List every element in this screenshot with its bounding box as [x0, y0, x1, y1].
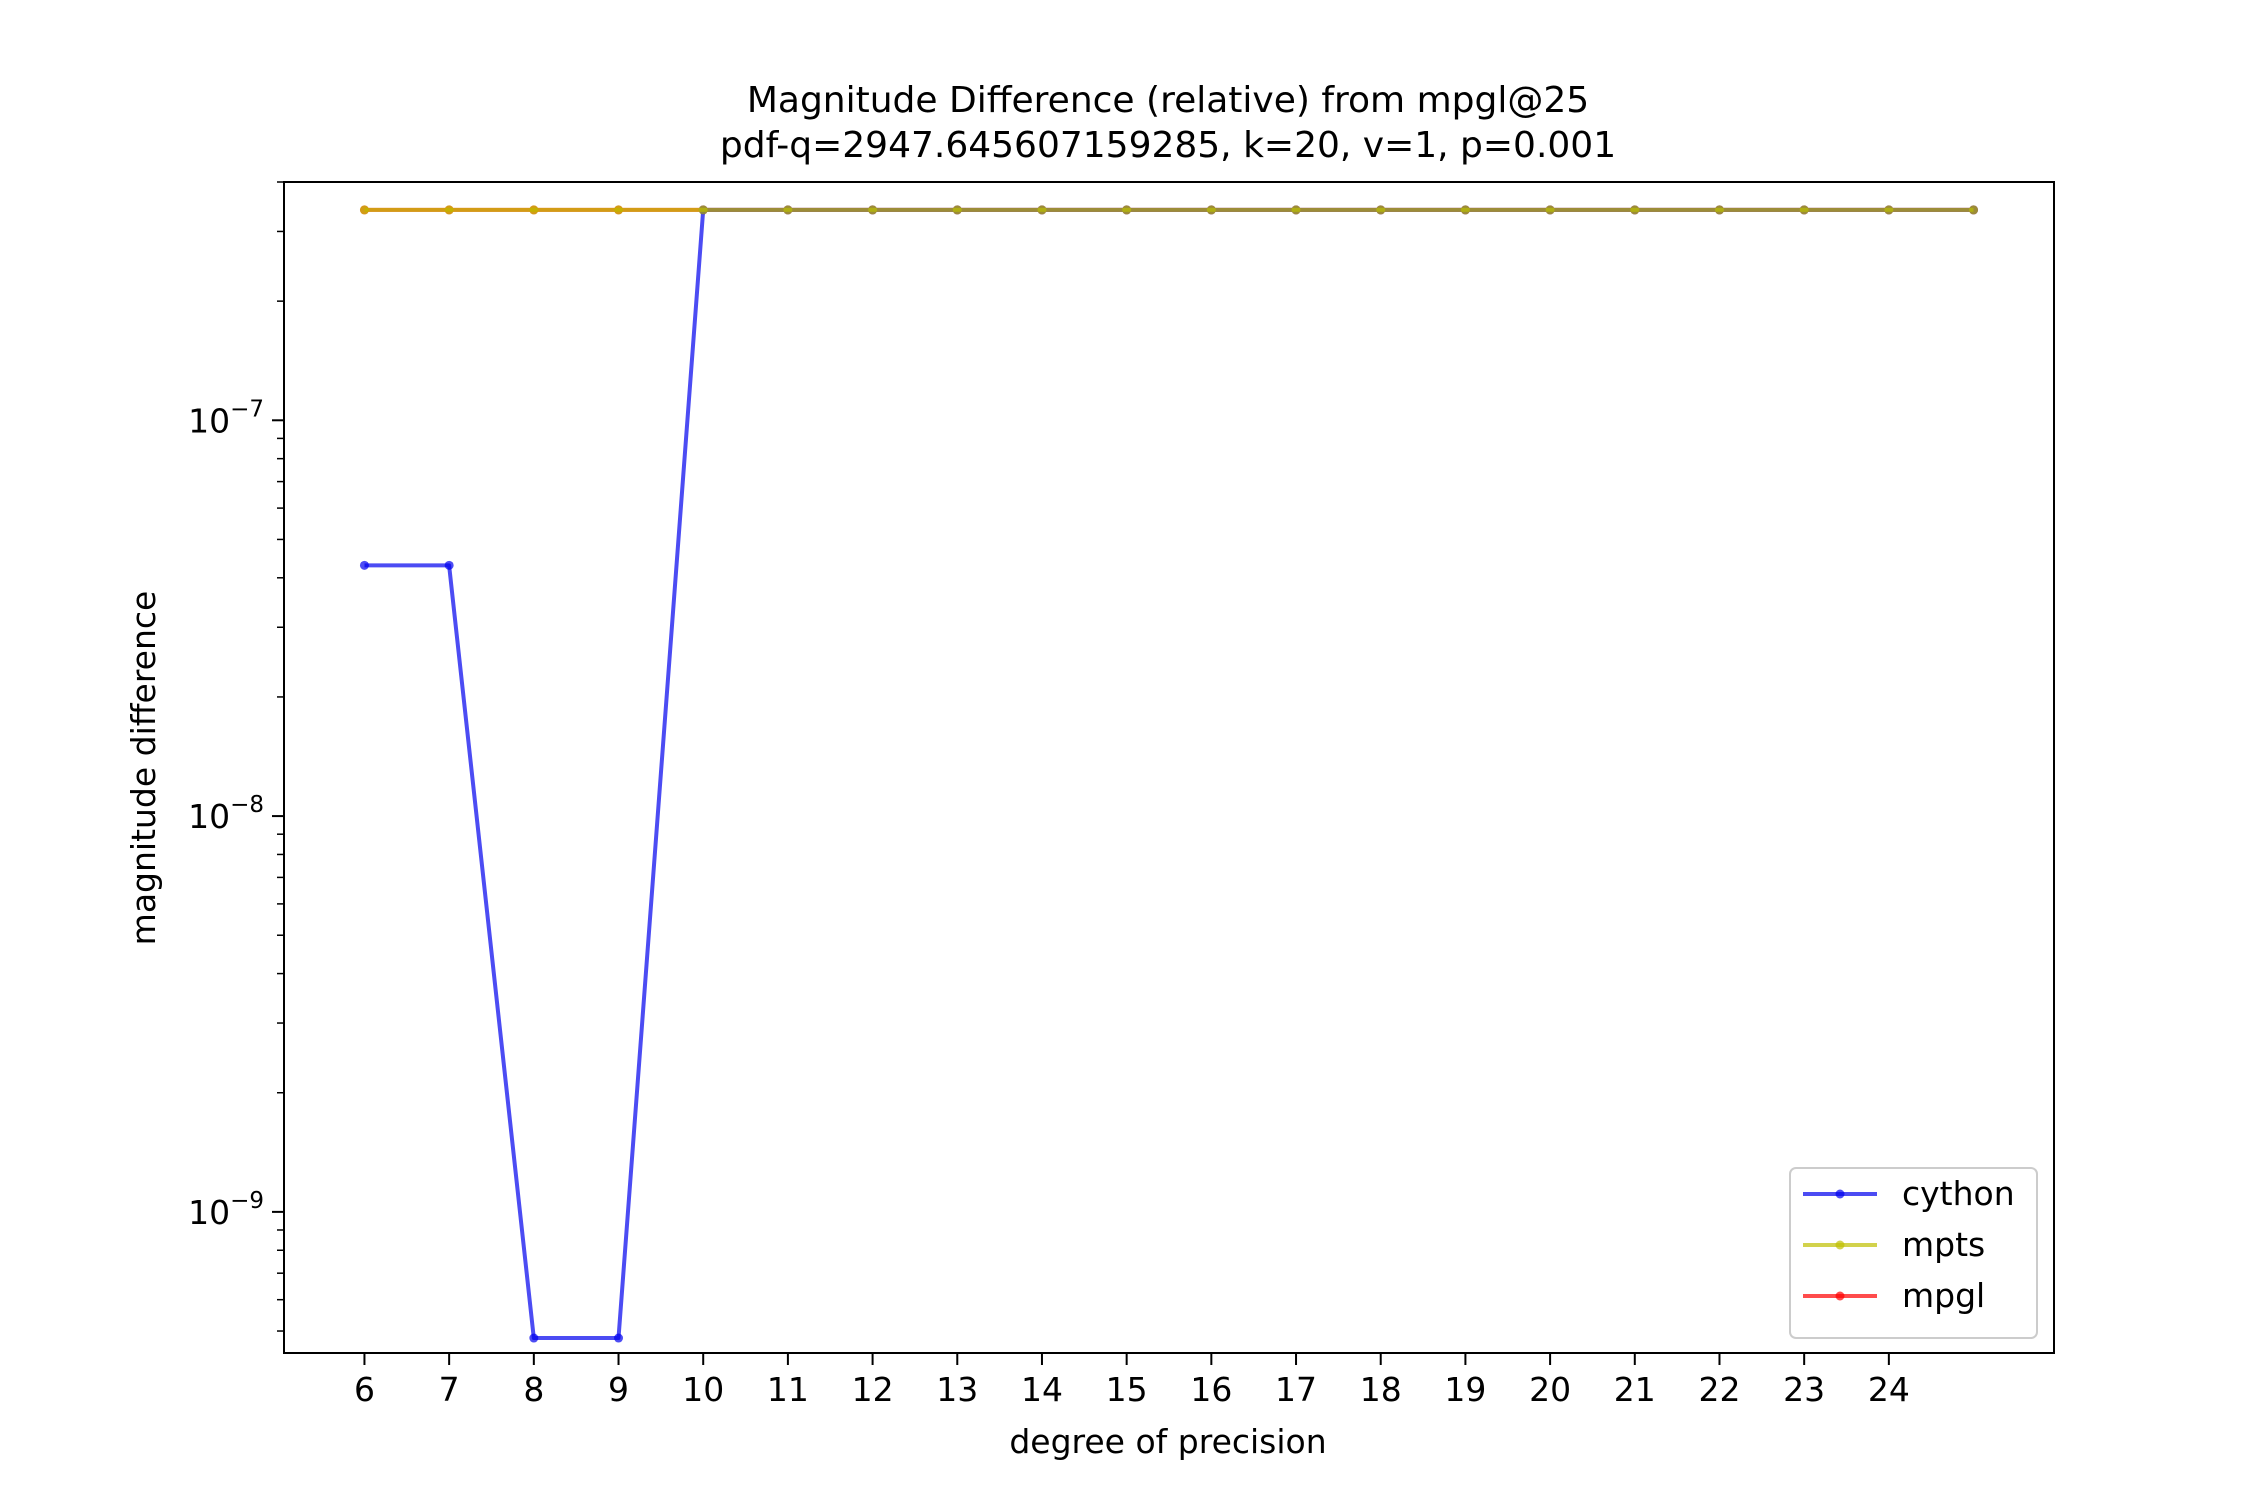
plot-area-frame [283, 181, 2055, 1354]
data-point-mpts [614, 205, 624, 215]
data-point-mpts [868, 205, 878, 215]
data-point-mpts [783, 205, 793, 215]
x-axis-ticks: 6 7 8 9 10 11 12 13 14 15 16 17 18 19 20 21 22 23 24 [354, 1353, 1910, 1409]
data-point-mpts [1630, 205, 1640, 215]
data-point-cython [444, 560, 454, 570]
data-point-mpts [952, 205, 962, 215]
y-tick-label: 10−8 [188, 792, 264, 836]
x-tick-label: 10 [682, 1370, 724, 1409]
chart-title: Magnitude Difference (relative) from mpg… [747, 80, 1589, 121]
x-tick-label: 23 [1783, 1370, 1825, 1409]
y-tick-label-exponent: −7 [230, 396, 264, 422]
legend-entry-cython: cython [1803, 1174, 2015, 1213]
data-point-mpts [1545, 205, 1555, 215]
x-tick-label: 22 [1698, 1370, 1740, 1409]
data-point-mpts [1037, 205, 1047, 215]
y-axis-label: magnitude difference [124, 591, 163, 946]
x-tick-label: 6 [354, 1370, 375, 1409]
data-point-mpts [1714, 205, 1724, 215]
x-tick-label: 24 [1868, 1370, 1910, 1409]
x-tick-label: 7 [439, 1370, 460, 1409]
x-tick-label: 18 [1360, 1370, 1402, 1409]
data-point-mpts [444, 205, 454, 215]
legend-marker-cython [1835, 1189, 1845, 1199]
y-tick-label-base: 10 [188, 1193, 230, 1232]
legend-entry-mpts: mpts [1803, 1225, 1985, 1264]
x-tick-label: 16 [1190, 1370, 1232, 1409]
series-layer [359, 205, 1979, 1343]
y-tick-label-exponent: −8 [230, 792, 264, 818]
legend-marker-mpgl [1835, 1291, 1845, 1301]
x-tick-label: 14 [1021, 1370, 1063, 1409]
legend-label-mpts: mpts [1902, 1225, 1985, 1264]
legend-entry-mpgl: mpgl [1803, 1276, 1985, 1315]
x-tick-label: 12 [852, 1370, 894, 1409]
y-tick-label-base: 10 [188, 401, 230, 440]
y-tick-label-exponent: −9 [230, 1188, 264, 1214]
data-point-mpts [359, 205, 369, 215]
x-axis-label: degree of precision [1009, 1422, 1326, 1461]
legend-entries: cython mpts mpgl [1803, 1174, 2015, 1315]
x-tick-label: 11 [767, 1370, 809, 1409]
legend: cython mpts mpgl [1789, 1167, 2038, 1339]
x-tick-label: 21 [1614, 1370, 1656, 1409]
data-point-mpts [1206, 205, 1216, 215]
x-tick-label: 13 [936, 1370, 978, 1409]
x-tick-label: 20 [1529, 1370, 1571, 1409]
legend-marker-mpts [1835, 1240, 1845, 1250]
legend-label-mpgl: mpgl [1902, 1276, 1985, 1315]
chart-subtitle: pdf-q=2947.645607159285, k=20, v=1, p=0.… [720, 125, 1616, 166]
data-point-mpts [1969, 205, 1979, 215]
data-point-cython [359, 560, 369, 570]
data-point-cython [614, 1333, 624, 1343]
data-point-mpts [1291, 205, 1301, 215]
data-point-mpts [1460, 205, 1470, 215]
data-point-mpts [1122, 205, 1132, 215]
x-tick-label: 19 [1444, 1370, 1486, 1409]
x-tick-label: 17 [1275, 1370, 1317, 1409]
x-tick-label: 9 [608, 1370, 629, 1409]
series-mpts [359, 205, 1979, 215]
data-point-mpts [1799, 205, 1809, 215]
x-tick-label: 15 [1106, 1370, 1148, 1409]
y-tick-label: 10−7 [188, 396, 264, 440]
legend-label-cython: cython [1902, 1174, 2015, 1213]
data-point-mpts [529, 205, 539, 215]
data-point-mpts [1884, 205, 1894, 215]
y-tick-label: 10−9 [188, 1188, 264, 1232]
data-point-mpts [698, 205, 708, 215]
x-tick-label: 8 [523, 1370, 544, 1409]
data-point-cython [529, 1333, 539, 1343]
y-tick-label-base: 10 [188, 797, 230, 836]
data-point-mpts [1376, 205, 1386, 215]
y-axis-ticks: 10−910−810−7 [188, 181, 284, 1332]
